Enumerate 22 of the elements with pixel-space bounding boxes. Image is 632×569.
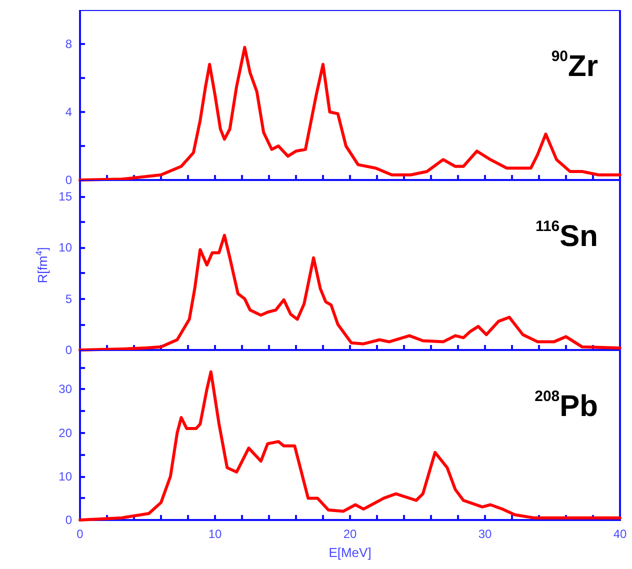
x-tick-label: 10 — [208, 527, 222, 541]
y-tick-label: 10 — [58, 469, 72, 484]
x-tick-label: 40 — [613, 527, 627, 541]
annotation: $^{90}$Zr — [551, 48, 598, 84]
x-axis-title: E[MeV] — [328, 545, 372, 560]
y-tick-label: 8 — [65, 37, 72, 51]
y-tick-label: 0 — [65, 173, 72, 187]
y-tick-label: 10 — [58, 240, 72, 255]
y-tick-label: 20 — [58, 426, 72, 440]
y-tick-label: 4 — [65, 105, 72, 119]
y-tick-label: 0 — [65, 513, 72, 527]
x-tick-label: 0 — [76, 527, 84, 541]
x-tick-label: 20 — [343, 527, 357, 541]
annotation: $^{116}$Sn — [535, 218, 598, 254]
annotation: $^{208}$Pb — [534, 388, 598, 424]
line-series — [78, 46, 622, 182]
y-tick-label: 15 — [58, 189, 72, 204]
x-tick-label: 30 — [478, 527, 492, 541]
y-tick-label: 30 — [58, 382, 72, 396]
y-tick-label: 0 — [65, 343, 72, 357]
line-series — [78, 370, 622, 522]
y-tick-label: 5 — [65, 292, 72, 306]
